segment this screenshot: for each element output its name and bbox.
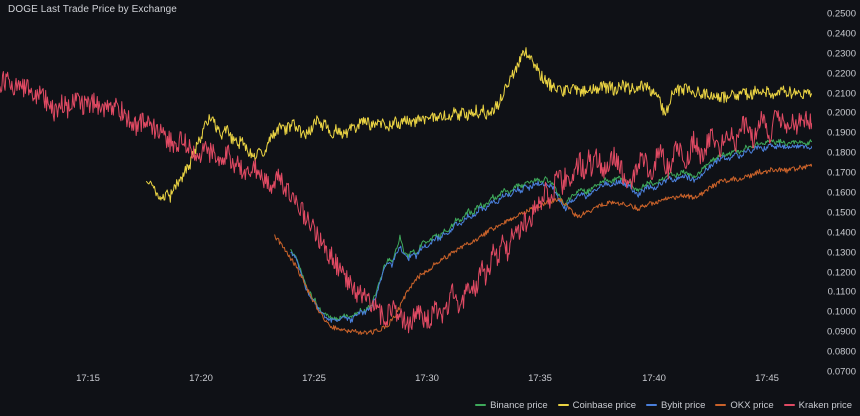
y-axis-tick: 0.1300 [826,246,856,258]
y-axis-tick: 0.1800 [826,147,856,159]
y-axis-tick: 0.2000 [826,107,856,119]
legend-item[interactable]: Binance price [475,399,548,411]
plot-area[interactable] [0,14,812,372]
legend-label: Coinbase price [572,399,636,411]
y-axis-tick: 0.0800 [826,346,856,358]
chart-title: DOGE Last Trade Price by Exchange [8,4,177,15]
legend-color-swatch-icon [557,404,569,407]
x-axis-tick: 17:35 [528,373,552,384]
y-axis-tick: 0.1400 [826,227,856,239]
legend-label: Binance price [490,399,548,411]
series-line [290,142,812,324]
y-axis-tick: 0.2200 [826,67,856,79]
y-axis-tick: 0.2100 [826,87,856,99]
legend-item[interactable]: Coinbase price [557,399,636,411]
y-axis-tick: 0.2400 [826,28,856,40]
chart-legend[interactable]: Binance price Coinbase price Bybit price OK… [475,399,852,411]
y-axis-tick: 0.1200 [826,266,856,278]
y-axis-tick: 0.1100 [827,286,856,298]
x-axis-tick: 17:20 [189,373,213,384]
x-axis-tick: 17:25 [302,373,326,384]
y-axis-tick: 0.0700 [826,366,856,378]
x-axis-tick: 17:15 [76,373,100,384]
legend-item[interactable]: Bybit price [646,399,706,411]
legend-item[interactable]: Kraken price [783,399,852,411]
series-line [146,47,812,203]
legend-label: Bybit price [661,399,706,411]
y-axis-tick: 0.0900 [826,326,856,338]
price-lines-svg [0,47,812,335]
x-axis: 17:15 17:20 17:25 17:30 17:35 17:40 17:45 [0,374,812,390]
legend-color-swatch-icon [646,404,657,407]
x-axis-tick: 17:45 [755,373,779,384]
series-line [0,70,812,334]
series-line [290,138,812,322]
legend-item[interactable]: OKX price [715,399,774,411]
y-axis-tick: 0.1600 [826,187,856,199]
legend-color-swatch-icon [783,404,795,407]
x-axis-tick: 17:30 [415,373,439,384]
x-axis-tick: 17:40 [642,373,666,384]
legend-label: OKX price [730,399,774,411]
legend-label: Kraken price [798,399,852,411]
y-axis-tick: 0.1500 [826,207,856,219]
y-axis-tick: 0.1700 [826,167,856,179]
y-axis-tick: 0.2500 [826,8,856,20]
y-axis-tick: 0.1000 [826,306,856,318]
legend-color-swatch-icon [475,404,487,407]
y-axis-tick: 0.1900 [826,127,856,139]
y-axis: 0.2500 0.2400 0.2300 0.2200 0.2100 0.2000 0.19… [816,9,860,376]
legend-color-swatch-icon [715,404,727,407]
y-axis-tick: 0.2300 [826,48,856,60]
series-line [274,163,812,335]
